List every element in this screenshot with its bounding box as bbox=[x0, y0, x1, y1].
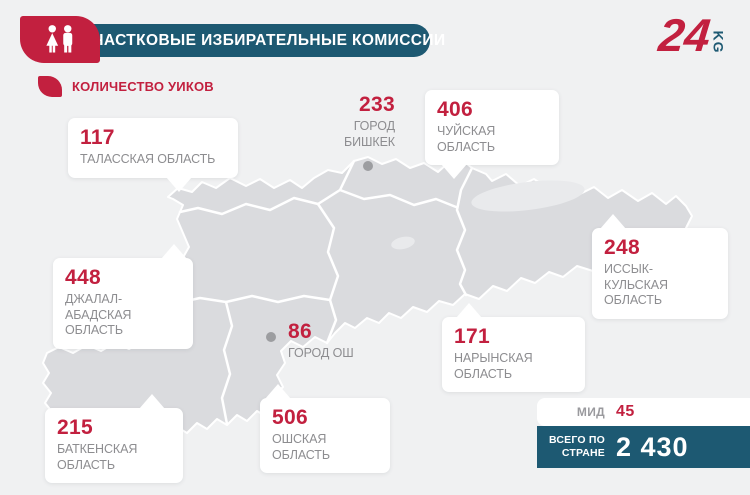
header-badge bbox=[20, 16, 100, 63]
pointer-icon bbox=[139, 394, 165, 409]
region-label: ДЖАЛАЛ-АБАДСКАЯ ОБЛАСТЬ bbox=[65, 292, 132, 338]
mid-label: МИД bbox=[576, 405, 605, 419]
pointer-icon bbox=[441, 164, 467, 180]
pointer-icon bbox=[161, 244, 187, 259]
total-value: 2 430 bbox=[616, 431, 689, 462]
region-label: ЧУЙСКАЯ ОБЛАСТЬ bbox=[437, 124, 496, 154]
region-label: НАРЫНСКАЯ ОБЛАСТЬ bbox=[454, 351, 533, 381]
osh-dot bbox=[266, 332, 276, 342]
region-card-issyk-kul: 248 ИССЫК-КУЛЬСКАЯ ОБЛАСТЬ bbox=[592, 214, 728, 319]
region-value: 448 bbox=[65, 266, 101, 289]
region-value: 233 bbox=[359, 93, 395, 116]
total-label: ВСЕГО ПО СТРАНЕ bbox=[549, 434, 605, 459]
region-value: 506 bbox=[272, 406, 308, 429]
region-card-batken: 215 БАТКЕНСКАЯ ОБЛАСТЬ bbox=[45, 394, 183, 484]
header-banner: УЧАСТКОВЫЕ ИЗБИРАТЕЛЬНЫЕ КОМИССИИ bbox=[58, 24, 445, 57]
region-label: БАТКЕНСКАЯ ОБЛАСТЬ bbox=[57, 442, 138, 472]
region-value: 248 bbox=[604, 236, 640, 259]
region-label-osh-city: 86 ГОРОД ОШ bbox=[288, 321, 354, 362]
pointer-icon bbox=[600, 214, 626, 229]
region-value: 215 bbox=[57, 416, 93, 439]
region-card-chuy: 406 ЧУЙСКАЯ ОБЛАСТЬ bbox=[425, 90, 559, 180]
country-total-band: ВСЕГО ПО СТРАНЕ 2 430 bbox=[537, 426, 750, 468]
pointer-icon bbox=[166, 176, 192, 192]
issyk-kul-lake bbox=[471, 180, 585, 212]
logo-suffix: KG bbox=[710, 30, 727, 54]
mid-row: МИД 45 bbox=[537, 398, 750, 426]
region-label: ГОРОД БИШКЕК bbox=[344, 119, 395, 149]
region-borders bbox=[178, 159, 474, 426]
logo-number: 24 bbox=[656, 9, 713, 61]
region-card-jalal-abad: 448 ДЖАЛАЛ-АБАДСКАЯ ОБЛАСТЬ bbox=[53, 244, 193, 349]
legend-label: КОЛИЧЕСТВО УИКОВ bbox=[72, 79, 214, 94]
region-value: 86 bbox=[288, 320, 312, 343]
people-icon bbox=[46, 25, 73, 53]
region-label: ТАЛАССКАЯ ОБЛАСТЬ bbox=[80, 152, 216, 166]
legend: КОЛИЧЕСТВО УИКОВ bbox=[38, 76, 214, 97]
region-card-osh-oblast: 506 ОШСКАЯ ОБЛАСТЬ bbox=[260, 384, 390, 474]
song-kul-lake bbox=[391, 236, 415, 250]
region-label: ИССЫК-КУЛЬСКАЯ ОБЛАСТЬ bbox=[604, 262, 668, 308]
region-card-talas: 117 ТАЛАССКАЯ ОБЛАСТЬ bbox=[68, 118, 238, 192]
leaf-icon bbox=[38, 76, 62, 97]
page-title: УЧАСТКОВЫЕ ИЗБИРАТЕЛЬНЫЕ КОМИССИИ bbox=[82, 31, 446, 49]
region-card-naryn: 171 НАРЫНСКАЯ ОБЛАСТЬ bbox=[442, 303, 585, 393]
region-value: 406 bbox=[437, 98, 473, 121]
region-label: ОШСКАЯ ОБЛАСТЬ bbox=[272, 432, 330, 462]
region-label-bishkek: 233 ГОРОД БИШКЕК bbox=[300, 94, 395, 150]
bishkek-dot bbox=[363, 161, 373, 171]
region-label: ГОРОД ОШ bbox=[288, 346, 354, 360]
pointer-icon bbox=[265, 384, 291, 399]
pointer-icon bbox=[456, 303, 482, 318]
region-value: 117 bbox=[80, 126, 115, 149]
region-value: 171 bbox=[454, 325, 490, 348]
logo-24kg: 24 KG bbox=[640, 9, 728, 68]
mid-value: 45 bbox=[616, 403, 635, 420]
